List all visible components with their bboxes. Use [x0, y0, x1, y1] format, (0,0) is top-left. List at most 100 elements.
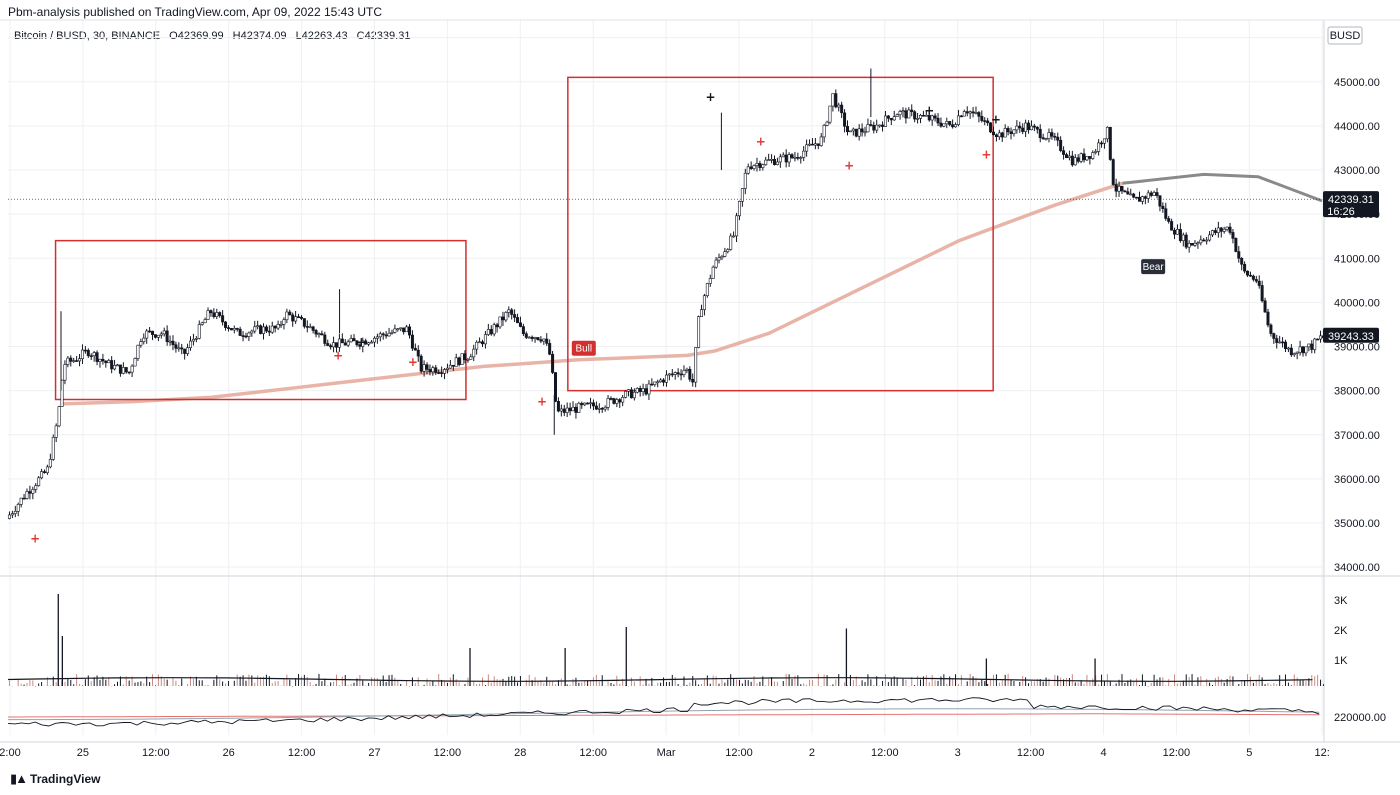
- candle-body: [259, 325, 263, 334]
- candle-body: [927, 114, 931, 121]
- candle-body: [72, 360, 76, 362]
- candle-body: [1079, 153, 1083, 162]
- candle-body: [83, 349, 87, 352]
- candle-body: [594, 405, 598, 410]
- candle-body: [705, 283, 709, 297]
- candle-body: [670, 373, 674, 376]
- candle-body: [78, 358, 82, 362]
- tradingview-logo[interactable]: ▮▲ TradingView: [10, 771, 101, 787]
- range-box-1[interactable]: [54, 239, 467, 401]
- candle-body: [603, 406, 607, 410]
- candle-body: [168, 340, 172, 343]
- currency-label: BUSD: [1330, 30, 1361, 42]
- candle-body: [591, 402, 595, 407]
- candle-body: [142, 337, 146, 342]
- candle-body: [761, 164, 765, 168]
- candle-body: [1237, 251, 1241, 259]
- time-axis[interactable]: 2:00 25 12:00 26 12:00 27 12:00 28 12:00 Mar 12:00…: [0, 747, 1330, 759]
- candle-body: [1178, 229, 1182, 241]
- candle-body: [924, 114, 928, 117]
- candle-body: [545, 338, 549, 344]
- grid-lines: [8, 20, 1323, 735]
- signal-markers: + + + + + + + + + + +: [30, 90, 1001, 545]
- signal-marker: +: [333, 348, 343, 362]
- candle-body: [808, 143, 812, 146]
- candle-body: [556, 401, 560, 412]
- candle-body: [451, 364, 455, 367]
- candle-body: [480, 341, 484, 345]
- candle-body: [1240, 258, 1244, 265]
- candle-body: [632, 391, 636, 399]
- candle-body: [364, 340, 368, 345]
- candle-body: [1222, 228, 1226, 232]
- candle-body: [448, 364, 452, 369]
- candle-body: [714, 259, 718, 268]
- candle-body: [860, 128, 864, 133]
- candle-body: [597, 407, 601, 410]
- candle-body: [600, 407, 604, 410]
- candle-body: [241, 335, 245, 337]
- time-tick-label: 2: [809, 747, 815, 759]
- candle-body: [1310, 343, 1314, 350]
- candle-body: [1027, 122, 1031, 131]
- candle-body: [402, 327, 406, 333]
- candle-body: [1158, 195, 1162, 207]
- price-axis[interactable]: BUSD45000.0044000.0043000.0042000.004100…: [1323, 26, 1380, 574]
- candle-body: [1065, 154, 1069, 158]
- time-tick-label: 27: [368, 747, 380, 759]
- candle-body: [781, 154, 785, 158]
- candle-body: [1088, 156, 1092, 159]
- candle-body: [1254, 279, 1258, 282]
- candle-body: [1184, 234, 1188, 248]
- symbol-legend: Bitcoin / BUSD, 30, BINANCE O42369.99 H4…: [14, 30, 416, 42]
- candle-body: [110, 360, 114, 370]
- price-tick-label: 45000.00: [1334, 77, 1380, 89]
- time-tick-label: 26: [223, 747, 235, 759]
- candle-body: [659, 379, 663, 383]
- candle-body: [118, 364, 122, 374]
- candle-body: [486, 329, 490, 335]
- candle-body: [1307, 343, 1311, 348]
- candle-body: [723, 251, 727, 257]
- time-tick-label: 3: [955, 747, 961, 759]
- candle-body: [574, 406, 578, 413]
- candle-body: [857, 128, 861, 137]
- candle-body: [513, 314, 517, 318]
- candle-body: [612, 398, 616, 404]
- ohlc-close: C42339.31: [356, 30, 411, 42]
- candle-body: [843, 112, 847, 127]
- candle-body: [1009, 131, 1013, 134]
- range-box-2[interactable]: [567, 76, 994, 392]
- candle-body: [42, 471, 46, 473]
- candle-body: [848, 130, 852, 133]
- candle-body: [875, 124, 879, 131]
- candle-body: [34, 485, 38, 490]
- price-label-bg-1: [1323, 191, 1379, 218]
- candle-body: [267, 330, 271, 333]
- candle-body: [685, 368, 689, 371]
- candle-body: [1289, 347, 1293, 356]
- candle-body: [1091, 152, 1095, 159]
- price-tick-label: 36000.00: [1334, 474, 1380, 486]
- candle-body: [898, 111, 902, 116]
- signal-marker: +: [30, 531, 40, 545]
- candle-body: [162, 330, 166, 335]
- candle-body: [282, 319, 286, 325]
- candle-body: [673, 372, 677, 375]
- candle-body: [933, 115, 937, 119]
- candle-body: [1035, 126, 1039, 130]
- candle-body: [749, 166, 753, 169]
- candle-body: [437, 372, 441, 374]
- candle-body: [191, 338, 195, 342]
- candle-body: [393, 328, 397, 333]
- candle-body: [638, 388, 642, 392]
- ohlc-low: L42263.43: [295, 30, 348, 42]
- candle-body: [209, 310, 213, 314]
- symbol-name[interactable]: Bitcoin / BUSD, 30, BINANCE: [14, 30, 161, 42]
- candle-body: [334, 342, 338, 348]
- range-boxes[interactable]: [54, 76, 994, 401]
- candle-body: [297, 316, 301, 318]
- candle-body: [1140, 196, 1144, 202]
- candle-body: [288, 311, 292, 316]
